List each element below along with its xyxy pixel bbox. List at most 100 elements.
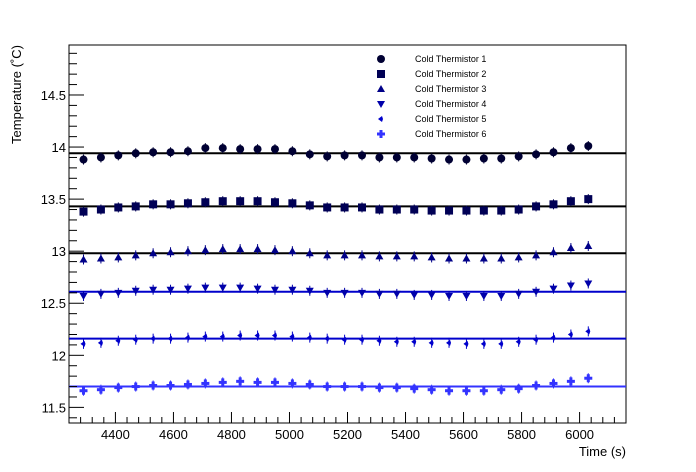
data-point (132, 336, 138, 343)
data-point (358, 289, 367, 297)
data-point (445, 386, 454, 395)
data-point (270, 378, 279, 387)
data-point (427, 206, 436, 215)
data-point (567, 331, 573, 338)
data-point (253, 145, 262, 154)
data-point (183, 247, 192, 255)
data-point (514, 152, 523, 161)
data-point (514, 290, 523, 298)
data-point (532, 251, 541, 259)
data-point (323, 152, 332, 161)
legend-marker (377, 101, 385, 108)
data-point (393, 338, 399, 345)
data-point (114, 203, 123, 212)
data-point (427, 385, 436, 394)
data-point (446, 339, 452, 346)
data-point (514, 384, 523, 393)
data-point (462, 292, 471, 300)
data-point (323, 382, 332, 391)
data-point (166, 381, 175, 390)
data-point (167, 335, 173, 342)
data-point (497, 154, 506, 163)
axes-group: 4400 4600 4800 5000 5200 5400 5600 5800 6000 11.5… (41, 52, 627, 442)
data-point (566, 282, 575, 290)
data-point (479, 386, 488, 395)
data-point (462, 206, 471, 215)
data-point (550, 334, 556, 341)
data-point (411, 338, 417, 345)
data-point (270, 286, 279, 294)
data-point (97, 339, 103, 346)
data-point (358, 203, 367, 212)
data-point (201, 198, 210, 207)
legend-item: Cold Thermistor 1 (377, 54, 486, 64)
data-point (218, 378, 227, 387)
data-point (341, 336, 347, 343)
data-point (79, 292, 88, 300)
data-point (219, 333, 225, 340)
legend-label: Cold Thermistor 2 (415, 69, 486, 79)
data-point (375, 383, 384, 392)
legend-item: Cold Thermistor 6 (377, 129, 486, 139)
data-point (514, 205, 523, 214)
data-point (305, 287, 314, 295)
legend-item: Cold Thermistor 4 (377, 99, 486, 109)
data-point (131, 251, 140, 259)
data-point (96, 153, 105, 162)
data-point (410, 153, 419, 162)
y-tick-label: 11.5 (42, 400, 66, 415)
data-point (324, 335, 330, 342)
y-tick-label: 14.5 (41, 88, 66, 103)
plot-frame (68, 44, 627, 424)
data-point (566, 244, 575, 252)
data-point (428, 339, 434, 346)
data-point (497, 292, 506, 300)
data-point (184, 334, 190, 341)
y-tick-label: 14 (52, 140, 66, 155)
data-point (114, 289, 123, 297)
data-point (305, 249, 314, 257)
legend-label: Cold Thermistor 4 (415, 99, 486, 109)
data-point (183, 285, 192, 293)
legend-marker (377, 55, 385, 63)
data-point (201, 246, 210, 254)
data-point (566, 377, 575, 386)
data-point (392, 290, 401, 298)
data-point (96, 254, 105, 262)
data-point (166, 148, 175, 157)
data-point (340, 203, 349, 212)
data-point (218, 197, 227, 206)
data-point (114, 383, 123, 392)
y-axis-title: Temperature (˚C) (9, 45, 24, 144)
data-point (236, 284, 245, 292)
series (79, 141, 593, 165)
data-point (497, 385, 506, 394)
x-tick-label: 5000 (275, 427, 304, 442)
data-point (532, 381, 541, 390)
data-point (96, 385, 105, 394)
legend-item: Cold Thermistor 2 (377, 69, 486, 79)
data-point (80, 340, 86, 347)
data-point (340, 151, 349, 160)
legend: Cold Thermistor 1 Cold Thermistor 2 Cold T… (377, 54, 486, 139)
data-point (549, 148, 558, 157)
data-point (149, 249, 158, 257)
data-point (270, 198, 279, 207)
legend-marker (377, 70, 385, 78)
data-point (131, 149, 140, 158)
data-point (114, 253, 123, 261)
data-point (149, 286, 158, 294)
data-point (305, 201, 314, 210)
data-point (201, 144, 210, 153)
y-tick-label: 12 (52, 348, 66, 363)
data-point (584, 374, 593, 383)
data-point (115, 337, 121, 344)
legend-marker (377, 130, 385, 138)
data-point (584, 142, 593, 151)
fit-lines-group (69, 152, 626, 388)
data-point (532, 288, 541, 296)
data-point (532, 150, 541, 159)
data-point (183, 147, 192, 156)
data-point (479, 292, 488, 300)
data-point (410, 205, 419, 214)
